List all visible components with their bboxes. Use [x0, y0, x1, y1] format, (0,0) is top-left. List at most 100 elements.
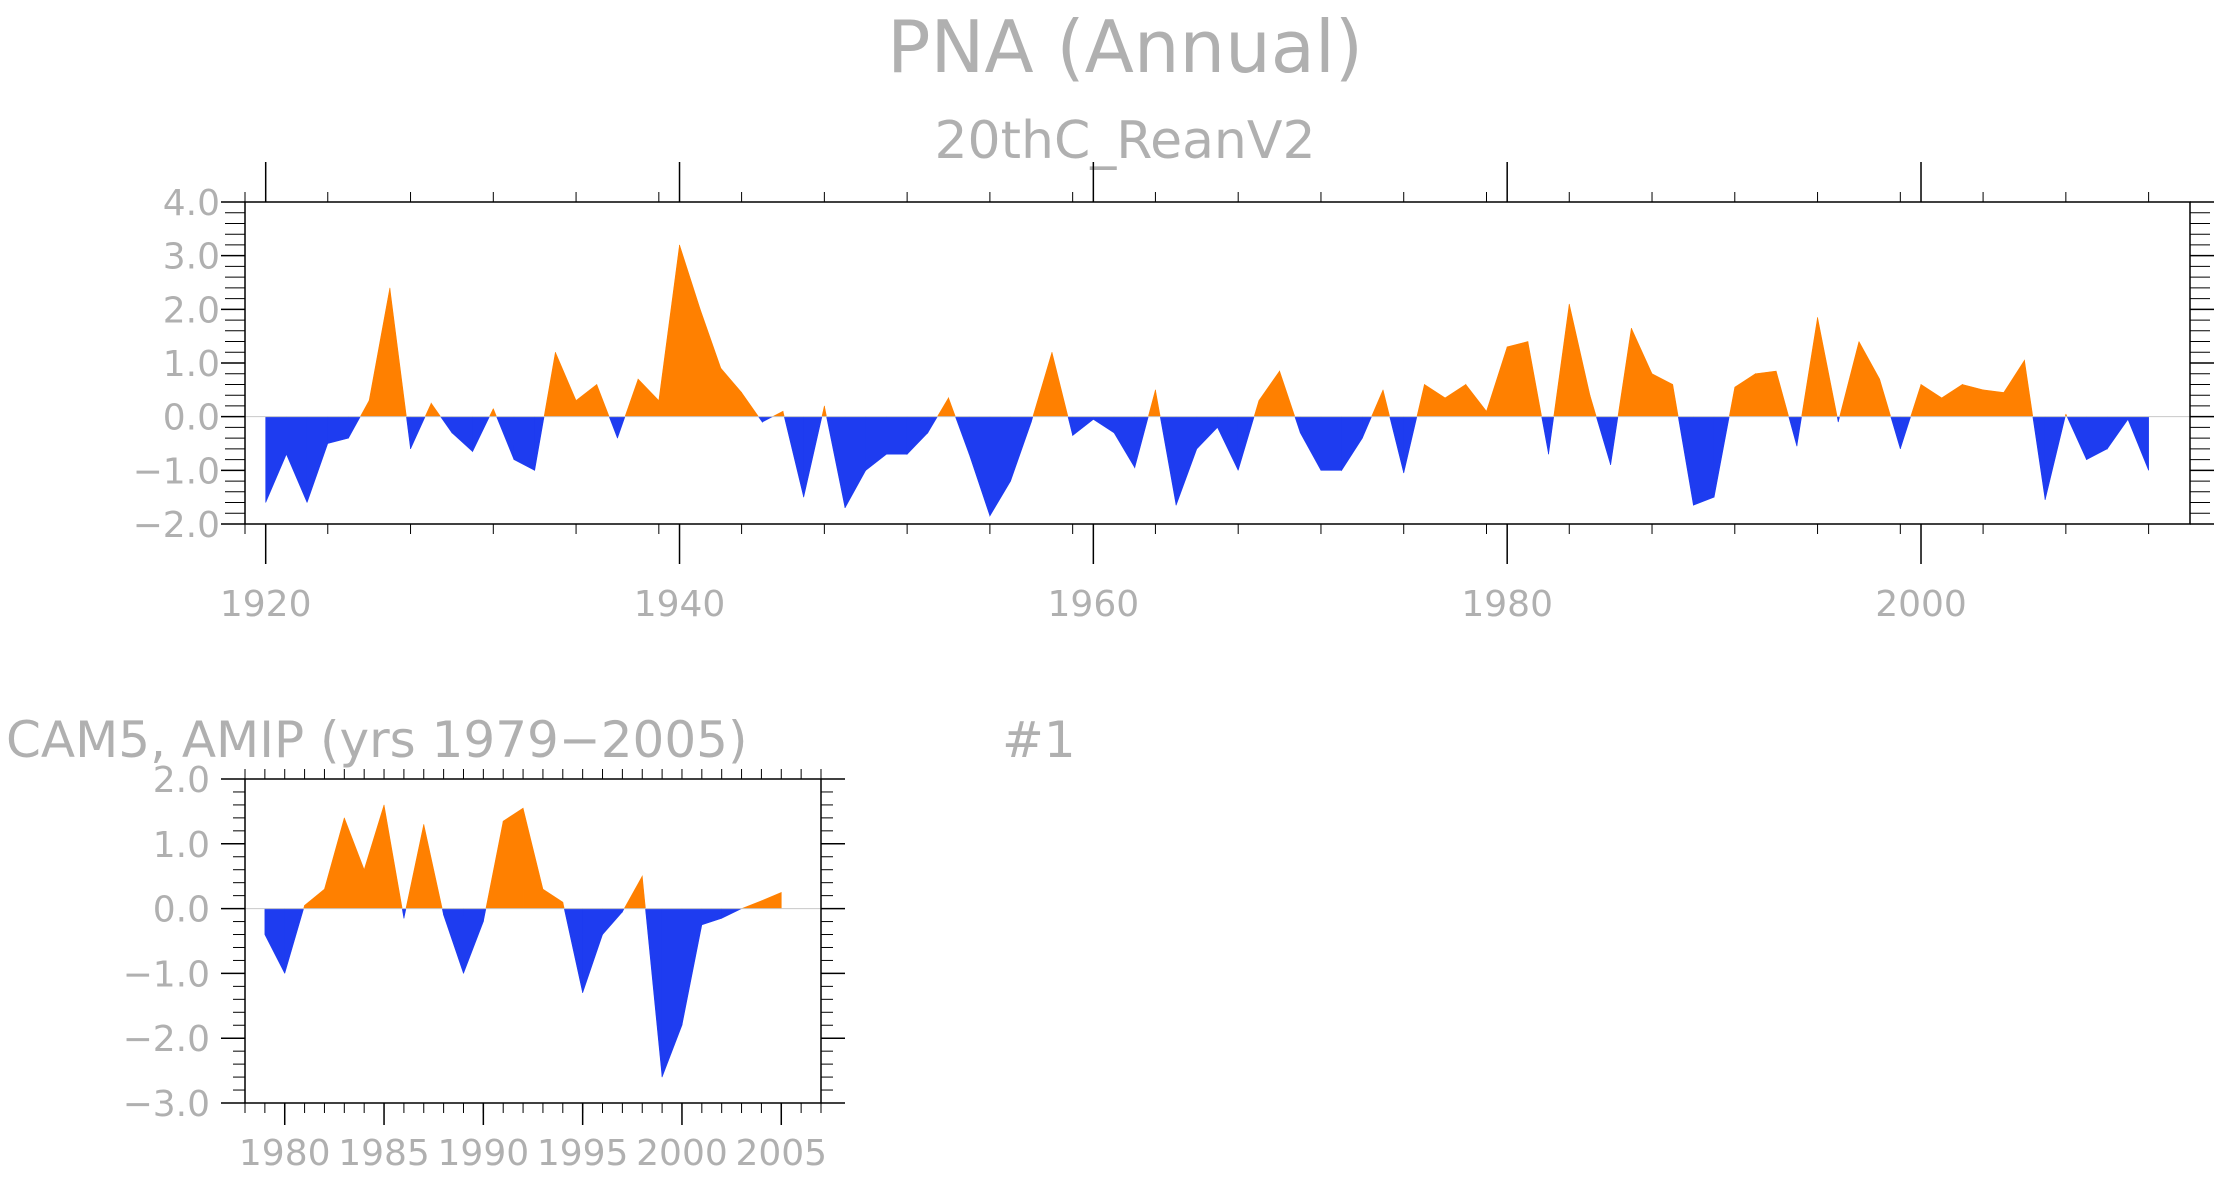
y-tick-label: 0.0	[153, 890, 210, 931]
positive-area-segment	[772, 410, 784, 417]
negative-area-segment	[1595, 416, 1611, 466]
negative-area-segment	[865, 416, 887, 471]
positive-area-segment	[1147, 389, 1156, 417]
positive-area-segment	[596, 384, 610, 417]
negative-area-segment	[761, 416, 773, 423]
positive-area-segment	[502, 807, 524, 909]
positive-area-segment	[359, 400, 370, 417]
positive-area-segment	[1672, 384, 1679, 417]
positive-area-segment	[1371, 389, 1384, 417]
plot-frame	[244, 778, 822, 1104]
positive-area-segment	[948, 397, 956, 417]
positive-area-segment	[555, 352, 577, 417]
negative-area-segment	[617, 416, 626, 439]
positive-area-segment	[1444, 383, 1467, 417]
negative-area-segment	[783, 416, 804, 498]
positive-area-segment	[624, 379, 639, 417]
positive-area-segment	[1568, 303, 1591, 417]
positive-area-segment	[641, 876, 646, 909]
positive-area-segment	[2024, 360, 2034, 417]
negative-area-segment	[1548, 416, 1555, 455]
x-tick-label: 2005	[735, 1133, 827, 1174]
negative-area-segment	[602, 908, 623, 936]
positive-area-segment	[383, 804, 403, 909]
negative-area-segment	[1837, 416, 1841, 423]
positive-area-segment	[1910, 384, 1922, 417]
panel-2-label: #1	[1002, 711, 1076, 769]
positive-area-segment	[1506, 341, 1529, 417]
y-tick-label: 2.0	[153, 760, 210, 801]
negative-area-segment	[1237, 416, 1255, 471]
negative-area-segment	[1134, 416, 1149, 468]
positive-area-segment	[1941, 383, 1963, 417]
positive-area-segment	[368, 287, 391, 417]
positive-area-segment	[761, 891, 782, 909]
negative-area-segment	[410, 416, 426, 449]
positive-area-segment	[1879, 379, 1892, 417]
positive-area-segment	[1589, 395, 1597, 417]
y-tick-label: 3.0	[163, 237, 220, 278]
positive-area-segment	[1486, 346, 1508, 417]
negative-area-segment	[284, 908, 305, 974]
positive-area-segment	[637, 378, 660, 417]
positive-area-segment	[1553, 303, 1570, 417]
positive-area-segment	[1839, 341, 1860, 417]
negative-area-segment	[563, 908, 583, 993]
positive-area-segment	[488, 408, 494, 417]
negative-area-segment	[265, 416, 287, 503]
y-tick-label: 2.0	[163, 290, 220, 331]
y-tick-label: 4.0	[163, 183, 220, 224]
negative-area-segment	[483, 908, 487, 922]
negative-area-segment	[906, 416, 929, 455]
positive-area-segment	[720, 367, 742, 417]
positive-area-segment	[782, 411, 785, 417]
negative-area-segment	[1403, 416, 1418, 474]
negative-area-segment	[286, 416, 308, 503]
positive-area-segment	[1416, 384, 1425, 417]
positive-area-segment	[1382, 389, 1391, 417]
negative-area-segment	[1693, 416, 1715, 506]
positive-area-segment	[575, 383, 598, 417]
positive-area-segment	[1424, 383, 1446, 417]
negative-area-segment	[1113, 416, 1136, 469]
positive-area-segment	[1258, 370, 1280, 417]
positive-area-segment	[1920, 383, 1943, 417]
x-tick-label: 1995	[537, 1133, 629, 1174]
x-tick-label: 2000	[1875, 584, 1967, 625]
negative-area-segment	[1067, 416, 1073, 436]
area-group	[264, 804, 782, 1078]
positive-area-segment	[363, 804, 385, 909]
positive-area-segment	[1032, 352, 1053, 417]
negative-area-segment	[306, 416, 329, 503]
chart-title: PNA (Annual)	[887, 5, 1363, 89]
positive-area-segment	[1617, 328, 1632, 417]
negative-area-segment	[1610, 416, 1619, 466]
positive-area-segment	[1051, 352, 1069, 417]
negative-area-segment	[582, 908, 603, 993]
positive-area-segment	[304, 888, 325, 909]
negative-area-segment	[1072, 416, 1094, 437]
positive-area-segment	[405, 824, 425, 909]
negative-area-segment	[1890, 416, 1901, 449]
negative-area-segment	[1362, 416, 1372, 439]
negative-area-segment	[645, 908, 663, 1078]
positive-area-segment	[1734, 373, 1756, 417]
positive-area-segment	[522, 808, 544, 909]
negative-area-segment	[886, 416, 908, 455]
negative-area-segment	[1175, 416, 1198, 506]
positive-area-segment	[1253, 400, 1260, 417]
negative-area-segment	[348, 416, 361, 439]
negative-area-segment	[2086, 416, 2108, 461]
negative-area-segment	[403, 908, 407, 919]
negative-area-segment	[803, 416, 823, 498]
positive-area-segment	[485, 821, 504, 909]
positive-area-segment	[1155, 389, 1161, 417]
y-tick-label: 1.0	[163, 344, 220, 385]
y-tick-label: −1.0	[133, 451, 220, 492]
positive-area-segment	[423, 824, 443, 909]
positive-area-segment	[936, 396, 949, 417]
negative-area-segment	[2127, 416, 2149, 471]
negative-area-segment	[608, 416, 618, 439]
negative-area-segment	[2032, 416, 2046, 500]
